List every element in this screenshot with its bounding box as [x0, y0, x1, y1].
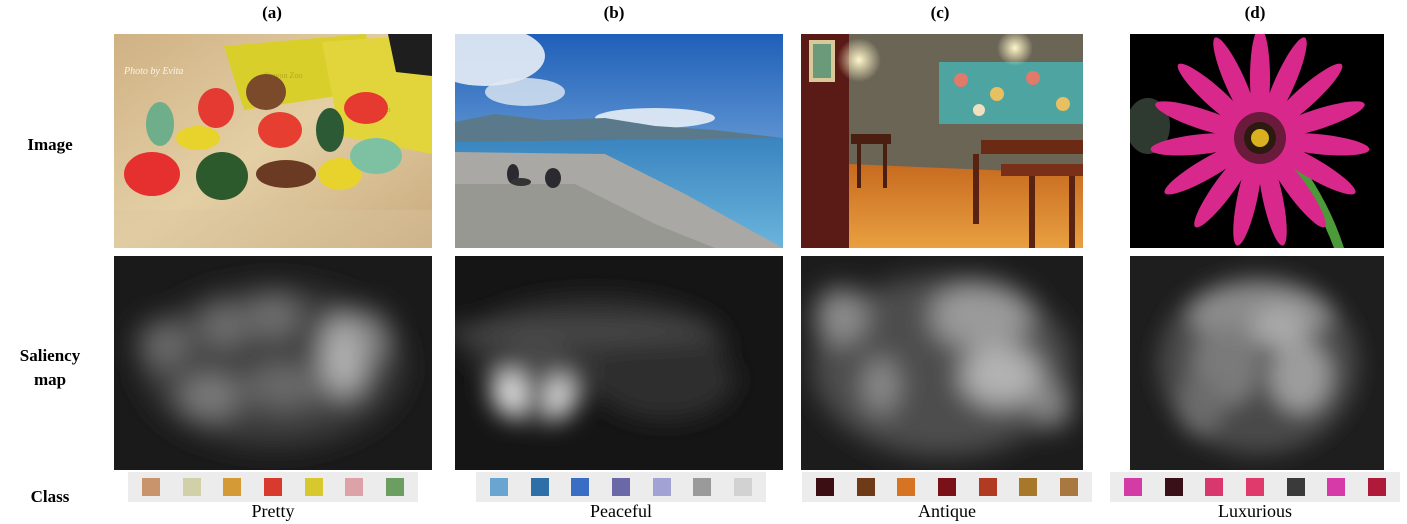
palette-swatch [571, 478, 590, 496]
palette-swatch [1124, 478, 1142, 496]
palette-swatch [1059, 478, 1078, 496]
palette-swatch [182, 478, 201, 496]
palette-c [802, 472, 1092, 502]
palette-swatch [978, 478, 997, 496]
column-label-c: (c) [930, 3, 950, 22]
palette-swatch [693, 478, 712, 496]
row-label-saliency-line1: Saliency [19, 346, 81, 365]
palette-swatch [1164, 478, 1183, 496]
palette-swatch [1245, 478, 1264, 496]
palette-a [128, 472, 418, 502]
column-label-a: (a) [262, 3, 282, 22]
palette-swatch [1286, 478, 1305, 496]
palette-swatch [223, 478, 242, 496]
row-label-class: Class [30, 487, 70, 506]
palette-d [1110, 472, 1400, 502]
image-a-toy-animals: Crayon Zoo Crayon Zoo Photo by Evita [114, 34, 432, 248]
palette-swatch [816, 478, 834, 496]
palette-swatch [856, 478, 875, 496]
palette-swatch [385, 478, 404, 496]
saliency-map-b [455, 256, 783, 470]
palette-swatch [345, 478, 364, 496]
palette-swatch [937, 478, 956, 496]
class-name-d: Luxurious [1218, 501, 1292, 521]
class-name-a: Pretty [251, 501, 295, 521]
palette-swatch [304, 478, 323, 496]
palette-swatch [611, 478, 630, 496]
row-label-saliency: Saliency map [0, 344, 100, 392]
palette-swatch [897, 478, 916, 496]
column-label-b: (b) [603, 3, 625, 22]
palette-b [476, 472, 766, 502]
palette-swatch [1019, 478, 1038, 496]
saliency-map-c [801, 256, 1083, 470]
palette-swatch [490, 478, 508, 496]
row-label-image: Image [27, 135, 73, 154]
palette-swatch [530, 478, 549, 496]
palette-swatch [1205, 478, 1224, 496]
image-d-flower [1130, 34, 1384, 248]
crayon-text-1: Crayon Zoo [264, 71, 302, 80]
palette-swatch [1327, 478, 1346, 496]
class-name-b: Peaceful [590, 501, 652, 521]
palette-swatch [263, 478, 282, 496]
palette-swatch [733, 478, 752, 496]
saliency-map-a [114, 256, 432, 470]
watermark-text: Photo by Evita [123, 66, 183, 77]
palette-swatch [1367, 478, 1386, 496]
column-label-d: (d) [1244, 3, 1266, 22]
image-c-restaurant [801, 34, 1083, 248]
palette-swatch [652, 478, 671, 496]
row-label-saliency-line2: map [33, 370, 67, 389]
image-b-beach [455, 34, 783, 248]
palette-swatch [142, 478, 160, 496]
class-name-c: Antique [918, 501, 976, 521]
saliency-map-d [1130, 256, 1384, 470]
